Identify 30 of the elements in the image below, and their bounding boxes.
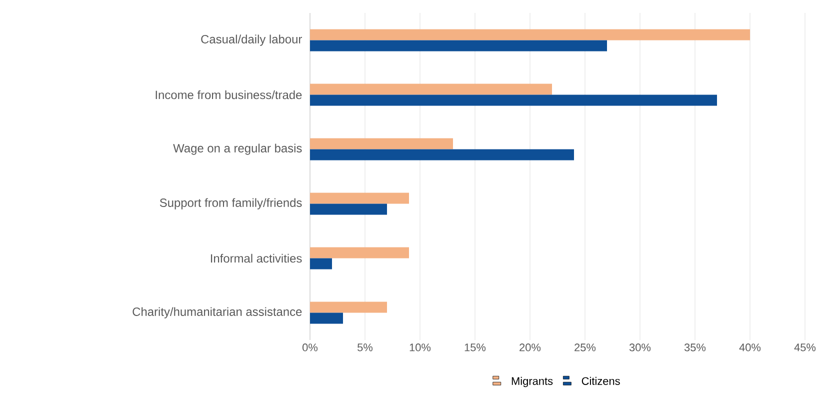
- bar: [310, 29, 750, 40]
- x-tick-label: 45%: [794, 344, 816, 352]
- y-tick-label: Informal activities: [210, 254, 302, 263]
- legend-label: Citizens: [582, 376, 620, 385]
- x-tick-label: 10%: [410, 344, 431, 352]
- bar: [310, 40, 607, 52]
- x-tick-label: 5%: [358, 344, 373, 352]
- y-tick-label: Charity/humanitarian assistance: [132, 307, 302, 318]
- y-tick-label: Support from family/friends: [160, 198, 302, 210]
- x-tick-label: 25%: [574, 344, 596, 352]
- bar: [310, 302, 387, 313]
- bar: [310, 84, 552, 95]
- y-tick-label: Wage on a regular basis: [173, 144, 302, 155]
- bar: [310, 204, 387, 215]
- bar: [310, 138, 453, 150]
- bar: [310, 192, 409, 204]
- legend-label: Migrants: [512, 376, 553, 388]
- bar: [310, 94, 717, 106]
- y-tick-label: Income from business/trade: [156, 90, 302, 100]
- bar: [310, 149, 574, 160]
- x-tick-label: 0%: [302, 344, 318, 352]
- x-tick-label: 15%: [464, 344, 486, 352]
- y-tick-label: Casual/daily labour: [201, 34, 302, 46]
- bar: [310, 247, 409, 258]
- bar: [310, 258, 332, 270]
- x-tick-label: 35%: [684, 344, 706, 352]
- x-tick-label: 40%: [739, 344, 761, 352]
- x-tick-label: 20%: [520, 344, 541, 352]
- bar: [310, 312, 343, 324]
- x-tick-label: 30%: [629, 344, 651, 352]
